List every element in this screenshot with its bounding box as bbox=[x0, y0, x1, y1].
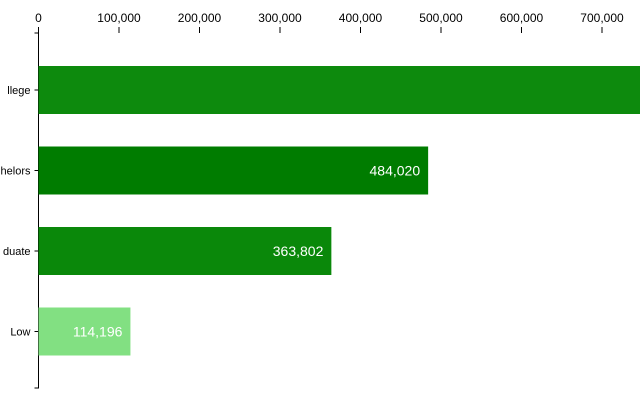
x-tick-label: 400,000 bbox=[339, 11, 383, 25]
category-label: helors bbox=[1, 166, 31, 178]
x-tick-label: 0 bbox=[35, 11, 42, 25]
value-label: 484,020 bbox=[370, 163, 421, 179]
bar-bachelors[interactable] bbox=[38, 146, 429, 195]
category-label: llege bbox=[7, 85, 30, 97]
y-axis: llege helors duate Low bbox=[1, 32, 39, 389]
x-axis: 0 100,000 200,000 300,000 400,000 500,000 600,… bbox=[35, 11, 624, 33]
y-axis-line bbox=[34, 32, 39, 389]
bar-low[interactable] bbox=[38, 307, 131, 356]
x-tick-label: 100,000 bbox=[97, 11, 141, 25]
x-tick-label: 300,000 bbox=[258, 11, 302, 25]
bar-college[interactable] bbox=[38, 66, 640, 114]
category-label: duate bbox=[3, 246, 31, 258]
value-label: 363,802 bbox=[273, 243, 324, 259]
x-tick-label: 500,000 bbox=[419, 11, 463, 25]
bar-graduate[interactable] bbox=[38, 227, 332, 275]
category-label: Low bbox=[10, 327, 30, 339]
x-tick-label: 700,000 bbox=[580, 11, 624, 25]
x-tick-label: 600,000 bbox=[500, 11, 544, 25]
value-label: 114,196 bbox=[73, 324, 123, 340]
x-tick-label: 200,000 bbox=[178, 11, 222, 25]
bars: 484,020 363,802 114,196 bbox=[38, 66, 640, 356]
